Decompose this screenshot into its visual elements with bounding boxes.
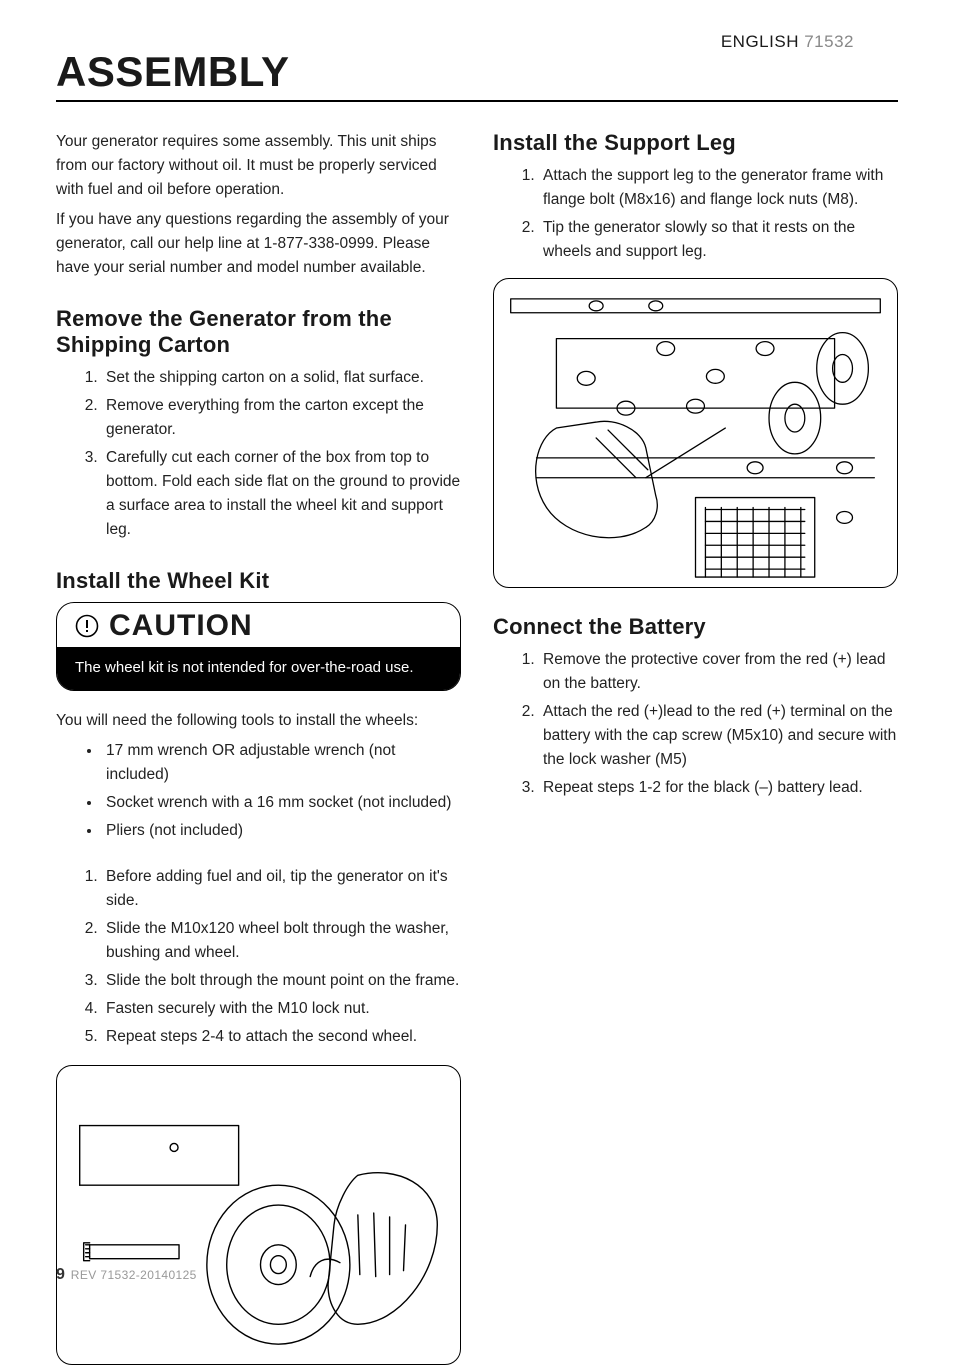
list-item: Repeat steps 2-4 to attach the second wh… [102,1025,461,1049]
list-item: Fasten securely with the M10 lock nut. [102,997,461,1021]
header-language: ENGLISH [721,32,799,51]
list-item: Set the shipping carton on a solid, flat… [102,366,461,390]
remove-steps: Set the shipping carton on a solid, flat… [56,366,461,542]
section-heading-remove: Remove the Generator from the Shipping C… [56,306,461,358]
page-footer: 9 REV 71532-20140125 [56,1266,197,1284]
section-heading-wheel: Install the Wheel Kit [56,568,461,594]
list-item: Carefully cut each corner of the box fro… [102,446,461,542]
header-language-code: ENGLISH 71532 [721,32,854,52]
caution-label: CAUTION [109,609,253,643]
list-item: Pliers (not included) [102,819,461,843]
support-leg-steps: Attach the support leg to the generator … [493,164,898,264]
intro-paragraph: If you have any questions regarding the … [56,208,461,280]
list-item: Socket wrench with a 16 mm socket (not i… [102,791,461,815]
right-column: Install the Support Leg Attach the suppo… [493,130,898,1365]
caution-box: CAUTION The wheel kit is not intended fo… [56,602,461,691]
title-rule [56,100,898,102]
figure-wheel-install [56,1065,461,1365]
left-column: Your generator requires some assembly. T… [56,130,461,1365]
caution-text: The wheel kit is not intended for over-t… [57,647,460,690]
list-item: Remove the protective cover from the red… [539,648,898,696]
tools-intro: You will need the following tools to ins… [56,709,461,733]
section-heading-support-leg: Install the Support Leg [493,130,898,156]
list-item: Slide the bolt through the mount point o… [102,969,461,993]
list-item: Slide the M10x120 wheel bolt through the… [102,917,461,965]
list-item: Tip the generator slowly so that it rest… [539,216,898,264]
list-item: Remove everything from the carton except… [102,394,461,442]
revision-code: REV 71532-20140125 [71,1268,197,1282]
header-model-code: 71532 [804,32,854,51]
content-columns: Your generator requires some assembly. T… [56,130,898,1365]
intro-paragraph: Your generator requires some assembly. T… [56,130,461,202]
wheel-steps: Before adding fuel and oil, tip the gene… [56,865,461,1049]
tools-list: 17 mm wrench OR adjustable wrench (not i… [56,739,461,843]
page-title: ASSEMBLY [56,48,898,96]
section-heading-battery: Connect the Battery [493,614,898,640]
list-item: Attach the support leg to the generator … [539,164,898,212]
list-item: Repeat steps 1-2 for the black (–) batte… [539,776,898,800]
battery-steps: Remove the protective cover from the red… [493,648,898,800]
caution-header: CAUTION [57,603,460,647]
list-item: Before adding fuel and oil, tip the gene… [102,865,461,913]
list-item: 17 mm wrench OR adjustable wrench (not i… [102,739,461,787]
page-number: 9 [56,1266,65,1283]
list-item: Attach the red (+)lead to the red (+) te… [539,700,898,772]
figure-support-leg [493,278,898,588]
caution-icon [75,614,99,638]
